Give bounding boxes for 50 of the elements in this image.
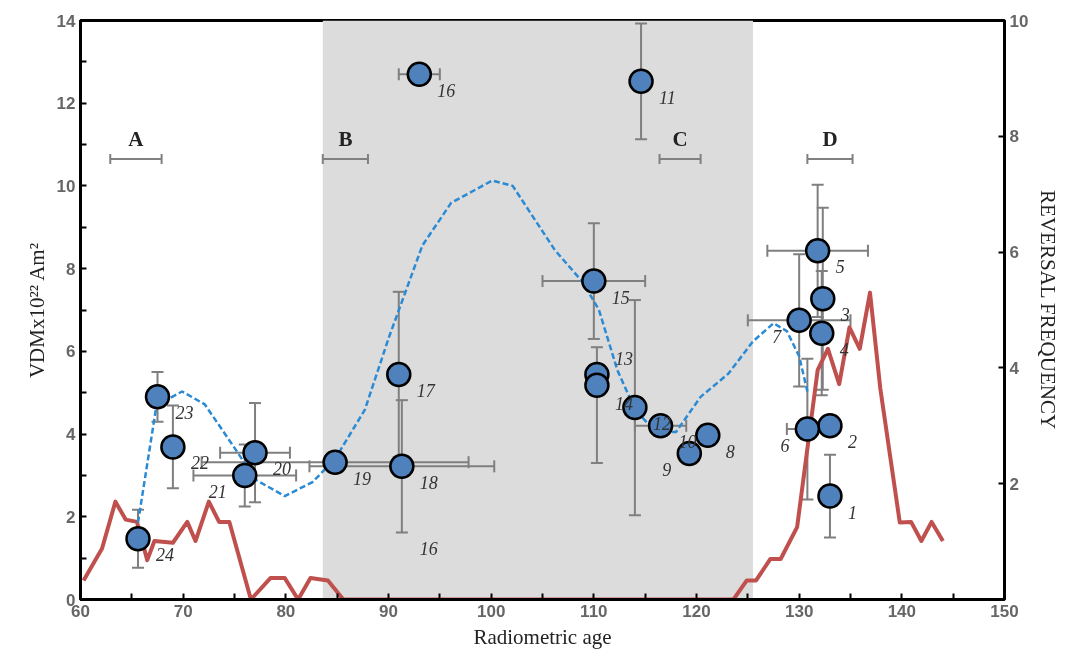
x-tick-label: 100 xyxy=(476,601,506,621)
annotation: 24 xyxy=(155,545,174,566)
series-label: A xyxy=(128,127,145,152)
annotation: 5 xyxy=(835,257,845,278)
annotation: 11 xyxy=(659,87,676,108)
y-tick-label: 6 xyxy=(66,342,76,362)
y-tick-label: 10 xyxy=(56,176,76,196)
annotation: 18 xyxy=(419,472,438,493)
annotation: 10 xyxy=(678,432,697,453)
series-label: B xyxy=(338,127,353,152)
annotation: 6 xyxy=(780,435,790,456)
annotation: 15 xyxy=(611,287,630,308)
annotation: 14 xyxy=(614,393,633,414)
annotation: 16 xyxy=(437,80,456,101)
y-axis-title: VDMx10²² Am² xyxy=(24,243,49,379)
x-tick-label: 150 xyxy=(990,601,1019,621)
annotation: 7 xyxy=(772,326,783,347)
y2-tick-label: 8 xyxy=(1009,127,1019,147)
x-tick-label: 130 xyxy=(784,601,814,621)
x-axis-title: Radiometric age xyxy=(473,624,612,649)
y-tick-label: 4 xyxy=(66,425,77,445)
annotation: 17 xyxy=(416,381,436,402)
annotation: 2 xyxy=(847,432,857,453)
annotation: 16 xyxy=(419,539,438,559)
annotation: 13 xyxy=(614,349,633,370)
y2-tick-label: 6 xyxy=(1009,243,1019,263)
annotation: 1 xyxy=(847,502,857,523)
x-tick-label: 80 xyxy=(276,601,296,621)
annotation: 9 xyxy=(662,460,672,481)
annotation: 8 xyxy=(725,441,735,462)
y-tick-label: 8 xyxy=(66,259,76,279)
annotation: 19 xyxy=(353,468,372,489)
y-tick-label: 12 xyxy=(56,94,76,114)
x-tick-label: 110 xyxy=(580,601,608,621)
annotation: 23 xyxy=(175,403,194,424)
y-tick-label: 2 xyxy=(66,507,76,527)
annotation: 20 xyxy=(273,459,292,480)
y2-tick-label: 4 xyxy=(1009,358,1020,378)
x-tick-label: 70 xyxy=(173,601,193,621)
y-tick-label: 14 xyxy=(56,11,77,31)
series-label: C xyxy=(672,127,688,152)
annotation: 12 xyxy=(652,414,671,435)
x-tick-label: 120 xyxy=(682,601,711,621)
x-tick-label: 90 xyxy=(379,601,398,621)
y2-tick-label: 2 xyxy=(1009,474,1019,494)
y2-tick-label: 10 xyxy=(1009,11,1029,31)
y2-axis-title: REVERSAL FREQUENCY xyxy=(1036,190,1061,430)
series-label: D xyxy=(822,127,838,152)
x-tick-label: 140 xyxy=(887,601,917,621)
annotation: 21 xyxy=(208,481,227,502)
